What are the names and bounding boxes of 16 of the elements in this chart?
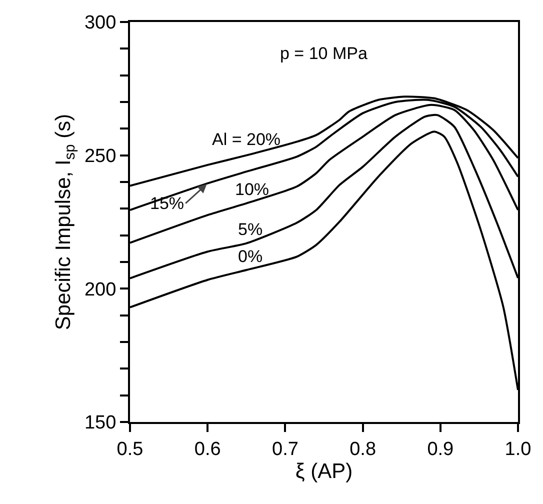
y-tick-label: 200: [84, 279, 116, 300]
y-tick-label: 150: [84, 412, 116, 434]
y-tick-label: 300: [84, 12, 116, 34]
y-tick-label: 250: [84, 146, 116, 167]
x-tick-label: 1.0: [504, 438, 532, 460]
x-tick-label: 0.6: [194, 438, 221, 460]
x-tick-label: 0.9: [427, 438, 454, 460]
x-axis-title: ξ (AP): [295, 460, 353, 483]
series-label: Al = 20%: [212, 130, 281, 149]
x-tick-label: 0.5: [116, 438, 144, 460]
x-tick-label: 0.7: [272, 438, 298, 460]
series-label: 5%: [238, 220, 263, 239]
series-label: 10%: [235, 180, 270, 199]
x-tick-label: 0.8: [350, 438, 376, 460]
annotation: p = 10 MPa: [280, 44, 368, 63]
series-label: 0%: [238, 247, 263, 266]
